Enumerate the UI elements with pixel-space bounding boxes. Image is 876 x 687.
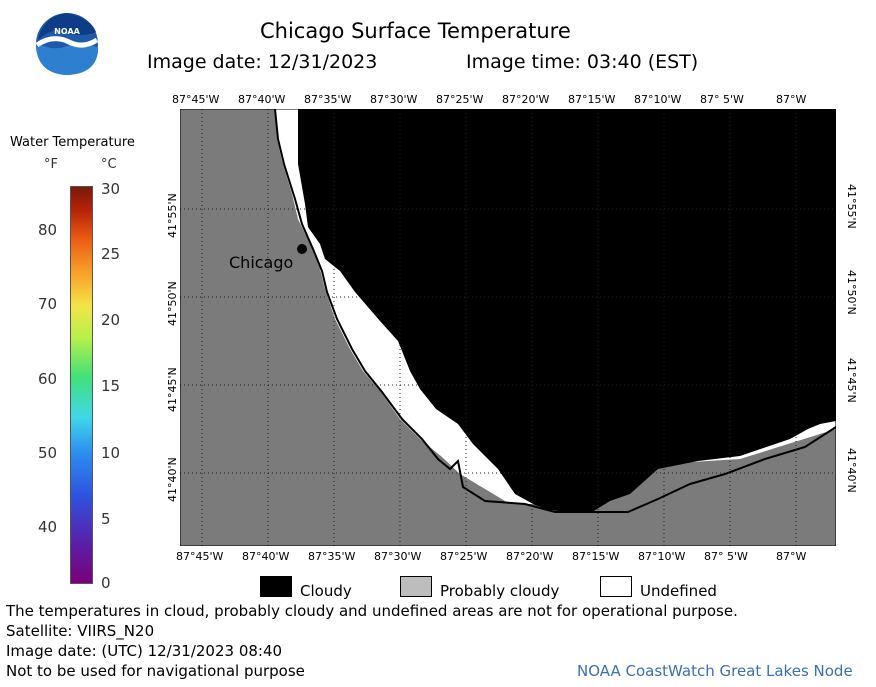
c-tick: 10: [101, 444, 121, 462]
lat-label: 41°50'N: [845, 270, 858, 315]
lake-shore-water: [180, 109, 836, 546]
lon-label: 87°25'W: [436, 93, 484, 106]
chicago-label: Chicago: [229, 253, 294, 272]
lat-label: 41°55'N: [166, 193, 179, 238]
lon-label: 87°25'W: [440, 550, 488, 563]
disclaimer: The temperatures in cloud, probably clou…: [6, 602, 738, 620]
utc-date: Image date: (UTC) 12/31/2023 08:40: [6, 642, 283, 660]
lat-label: 41°50'N: [166, 281, 179, 326]
lon-label: 87°W: [776, 93, 807, 106]
lon-label: 87°20'W: [506, 550, 554, 563]
c-tick: 15: [101, 377, 121, 395]
legend-swatch-probably-cloudy: [400, 576, 432, 597]
grid-lines: [180, 109, 836, 546]
lon-label: 87°15'W: [568, 93, 616, 106]
c-tick: 20: [101, 311, 121, 329]
lat-label: 41°40'N: [845, 448, 858, 493]
f-tick: 40: [38, 518, 58, 536]
c-tick: 25: [101, 245, 121, 263]
lon-label: 87°45'W: [176, 550, 224, 563]
credit: NOAA CoastWatch Great Lakes Node: [577, 662, 853, 680]
c-tick: 0: [101, 574, 111, 592]
page-title: Chicago Surface Temperature: [260, 19, 571, 43]
coastline: [274, 109, 836, 513]
legend-label-cloudy: Cloudy: [300, 582, 352, 600]
lon-label: 87°40'W: [238, 93, 286, 106]
lon-label: 87°40'W: [242, 550, 290, 563]
cloudy-area: [298, 109, 836, 512]
chicago-marker: [297, 244, 307, 254]
legend-label-undefined: Undefined: [640, 582, 717, 600]
f-tick: 80: [38, 221, 58, 239]
lon-label: 87° 5'W: [700, 93, 744, 106]
legend-swatch-undefined: [600, 576, 632, 597]
lon-label: 87°35'W: [304, 93, 352, 106]
lon-label: 87° 5'W: [704, 550, 748, 563]
colorbar-title: Water Temperature: [10, 135, 135, 150]
lat-label: 41°40'N: [166, 457, 179, 502]
legend-swatch-cloudy: [260, 576, 292, 597]
c-tick: 5: [101, 510, 111, 528]
navigation-warning: Not to be used for navigational purpose: [6, 662, 305, 680]
noaa-logo: NOAA: [35, 13, 99, 75]
lon-label: 87°30'W: [370, 93, 418, 106]
lon-label: 87°W: [776, 550, 807, 563]
lat-label: 41°45'N: [845, 358, 858, 403]
f-tick: 50: [38, 444, 58, 462]
lon-label: 87°45'W: [172, 93, 220, 106]
f-tick: 60: [38, 370, 58, 388]
colorbar: [70, 186, 93, 584]
colorbar-unit-c: °C: [101, 157, 117, 172]
colorbar-unit-f: °F: [44, 157, 58, 172]
lon-label: 87°15'W: [572, 550, 620, 563]
lon-label: 87°10'W: [634, 93, 682, 106]
lon-label: 87°35'W: [308, 550, 356, 563]
lat-label: 41°45'N: [166, 367, 179, 412]
f-tick: 70: [38, 295, 58, 313]
lon-label: 87°10'W: [638, 550, 686, 563]
image-time: Image time: 03:40 (EST): [466, 51, 699, 73]
image-date: Image date: 12/31/2023: [147, 51, 378, 73]
map: [180, 109, 836, 546]
lon-label: 87°20'W: [502, 93, 550, 106]
logo-text: NOAA: [54, 27, 80, 36]
legend-label-probably-cloudy: Probably cloudy: [440, 582, 560, 600]
c-tick: 30: [101, 180, 121, 198]
lon-label: 87°30'W: [374, 550, 422, 563]
lat-label: 41°55'N: [845, 184, 858, 229]
satellite: Satellite: VIIRS_N20: [6, 622, 155, 640]
